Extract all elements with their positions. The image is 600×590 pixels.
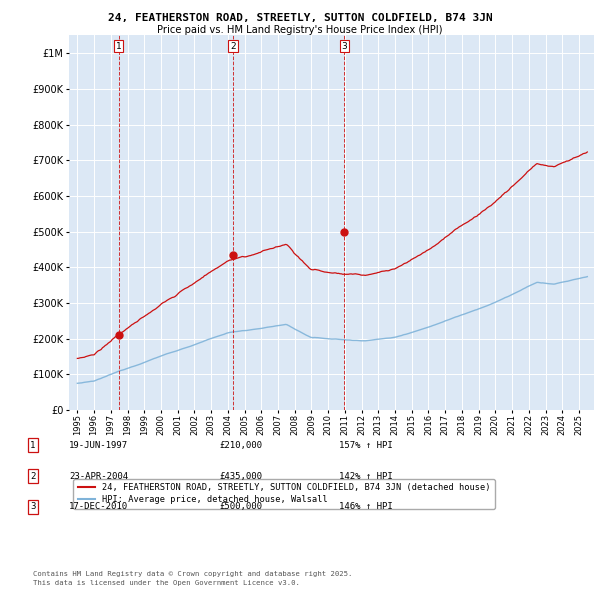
Text: Price paid vs. HM Land Registry's House Price Index (HPI): Price paid vs. HM Land Registry's House … — [157, 25, 443, 35]
Text: 24, FEATHERSTON ROAD, STREETLY, SUTTON COLDFIELD, B74 3JN: 24, FEATHERSTON ROAD, STREETLY, SUTTON C… — [107, 13, 493, 23]
Text: 1: 1 — [31, 441, 35, 450]
Text: 157% ↑ HPI: 157% ↑ HPI — [339, 441, 393, 450]
Text: 19-JUN-1997: 19-JUN-1997 — [69, 441, 128, 450]
Text: This data is licensed under the Open Government Licence v3.0.: This data is licensed under the Open Gov… — [33, 581, 300, 586]
Text: £210,000: £210,000 — [219, 441, 262, 450]
Text: Contains HM Land Registry data © Crown copyright and database right 2025.: Contains HM Land Registry data © Crown c… — [33, 571, 352, 577]
Text: 23-APR-2004: 23-APR-2004 — [69, 471, 128, 481]
Text: 3: 3 — [31, 502, 35, 512]
Text: 146% ↑ HPI: 146% ↑ HPI — [339, 502, 393, 512]
Text: £500,000: £500,000 — [219, 502, 262, 512]
Text: 2: 2 — [230, 42, 236, 51]
Legend: 24, FEATHERSTON ROAD, STREETLY, SUTTON COLDFIELD, B74 3JN (detached house), HPI:: 24, FEATHERSTON ROAD, STREETLY, SUTTON C… — [73, 479, 494, 509]
Text: £435,000: £435,000 — [219, 471, 262, 481]
Text: 17-DEC-2010: 17-DEC-2010 — [69, 502, 128, 512]
Text: 3: 3 — [341, 42, 347, 51]
Text: 2: 2 — [31, 471, 35, 481]
Text: 142% ↑ HPI: 142% ↑ HPI — [339, 471, 393, 481]
Text: 1: 1 — [116, 42, 122, 51]
